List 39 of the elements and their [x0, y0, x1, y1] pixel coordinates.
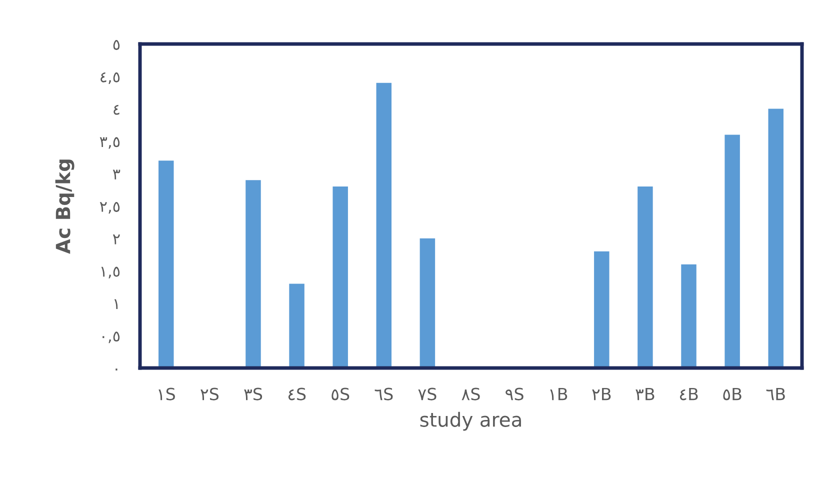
bar — [158, 160, 174, 368]
y-tick-label: ٣,٥ — [100, 137, 120, 149]
x-tick-label: ٢S — [200, 388, 219, 400]
y-tick-label: ٣ — [112, 170, 120, 180]
x-tick-label: ٩S — [506, 388, 524, 400]
bar — [768, 108, 784, 368]
bar — [332, 186, 348, 368]
x-tick-label: ٥S — [332, 388, 350, 400]
x-axis-title: study area — [420, 412, 521, 431]
y-tick-label: ٤,٥ — [100, 72, 120, 84]
y-tick-label: ١ — [114, 299, 118, 310]
y-tick-label: ٠,٥ — [102, 332, 120, 344]
x-tick-label: ٥B — [723, 388, 742, 400]
y-tick-label: ٢,٥ — [100, 202, 120, 214]
bar — [681, 264, 696, 368]
bar — [246, 180, 261, 368]
x-tick-label: ٦S — [374, 388, 393, 400]
y-tick-label: ٠ — [116, 368, 118, 370]
x-tick-label: ١B — [550, 388, 568, 400]
y-axis-title: Ac Bq/kg — [55, 160, 74, 254]
x-tick-label: ٣S — [244, 388, 262, 400]
y-tick-label: ١,٥ — [101, 266, 120, 278]
bar — [724, 134, 740, 368]
bar — [594, 251, 610, 368]
bar — [376, 82, 392, 368]
x-tick-label: ٧S — [418, 388, 436, 400]
x-tick-label: ٣B — [636, 388, 654, 400]
bar — [638, 186, 653, 368]
y-tick-label: ٤ — [114, 104, 120, 115]
y-tick-label: ٥ — [113, 40, 120, 50]
x-tick-label: ٤B — [680, 388, 698, 400]
y-tick-label: ٢ — [112, 234, 120, 244]
x-tick-label: ١S — [158, 388, 175, 400]
x-tick-label: ٨S — [462, 388, 480, 400]
bar — [420, 238, 436, 368]
x-tick-label: ٦B — [766, 388, 785, 400]
x-tick-label: ٤S — [288, 388, 306, 400]
x-tick-label: ٢B — [592, 388, 611, 400]
bar — [289, 284, 304, 368]
